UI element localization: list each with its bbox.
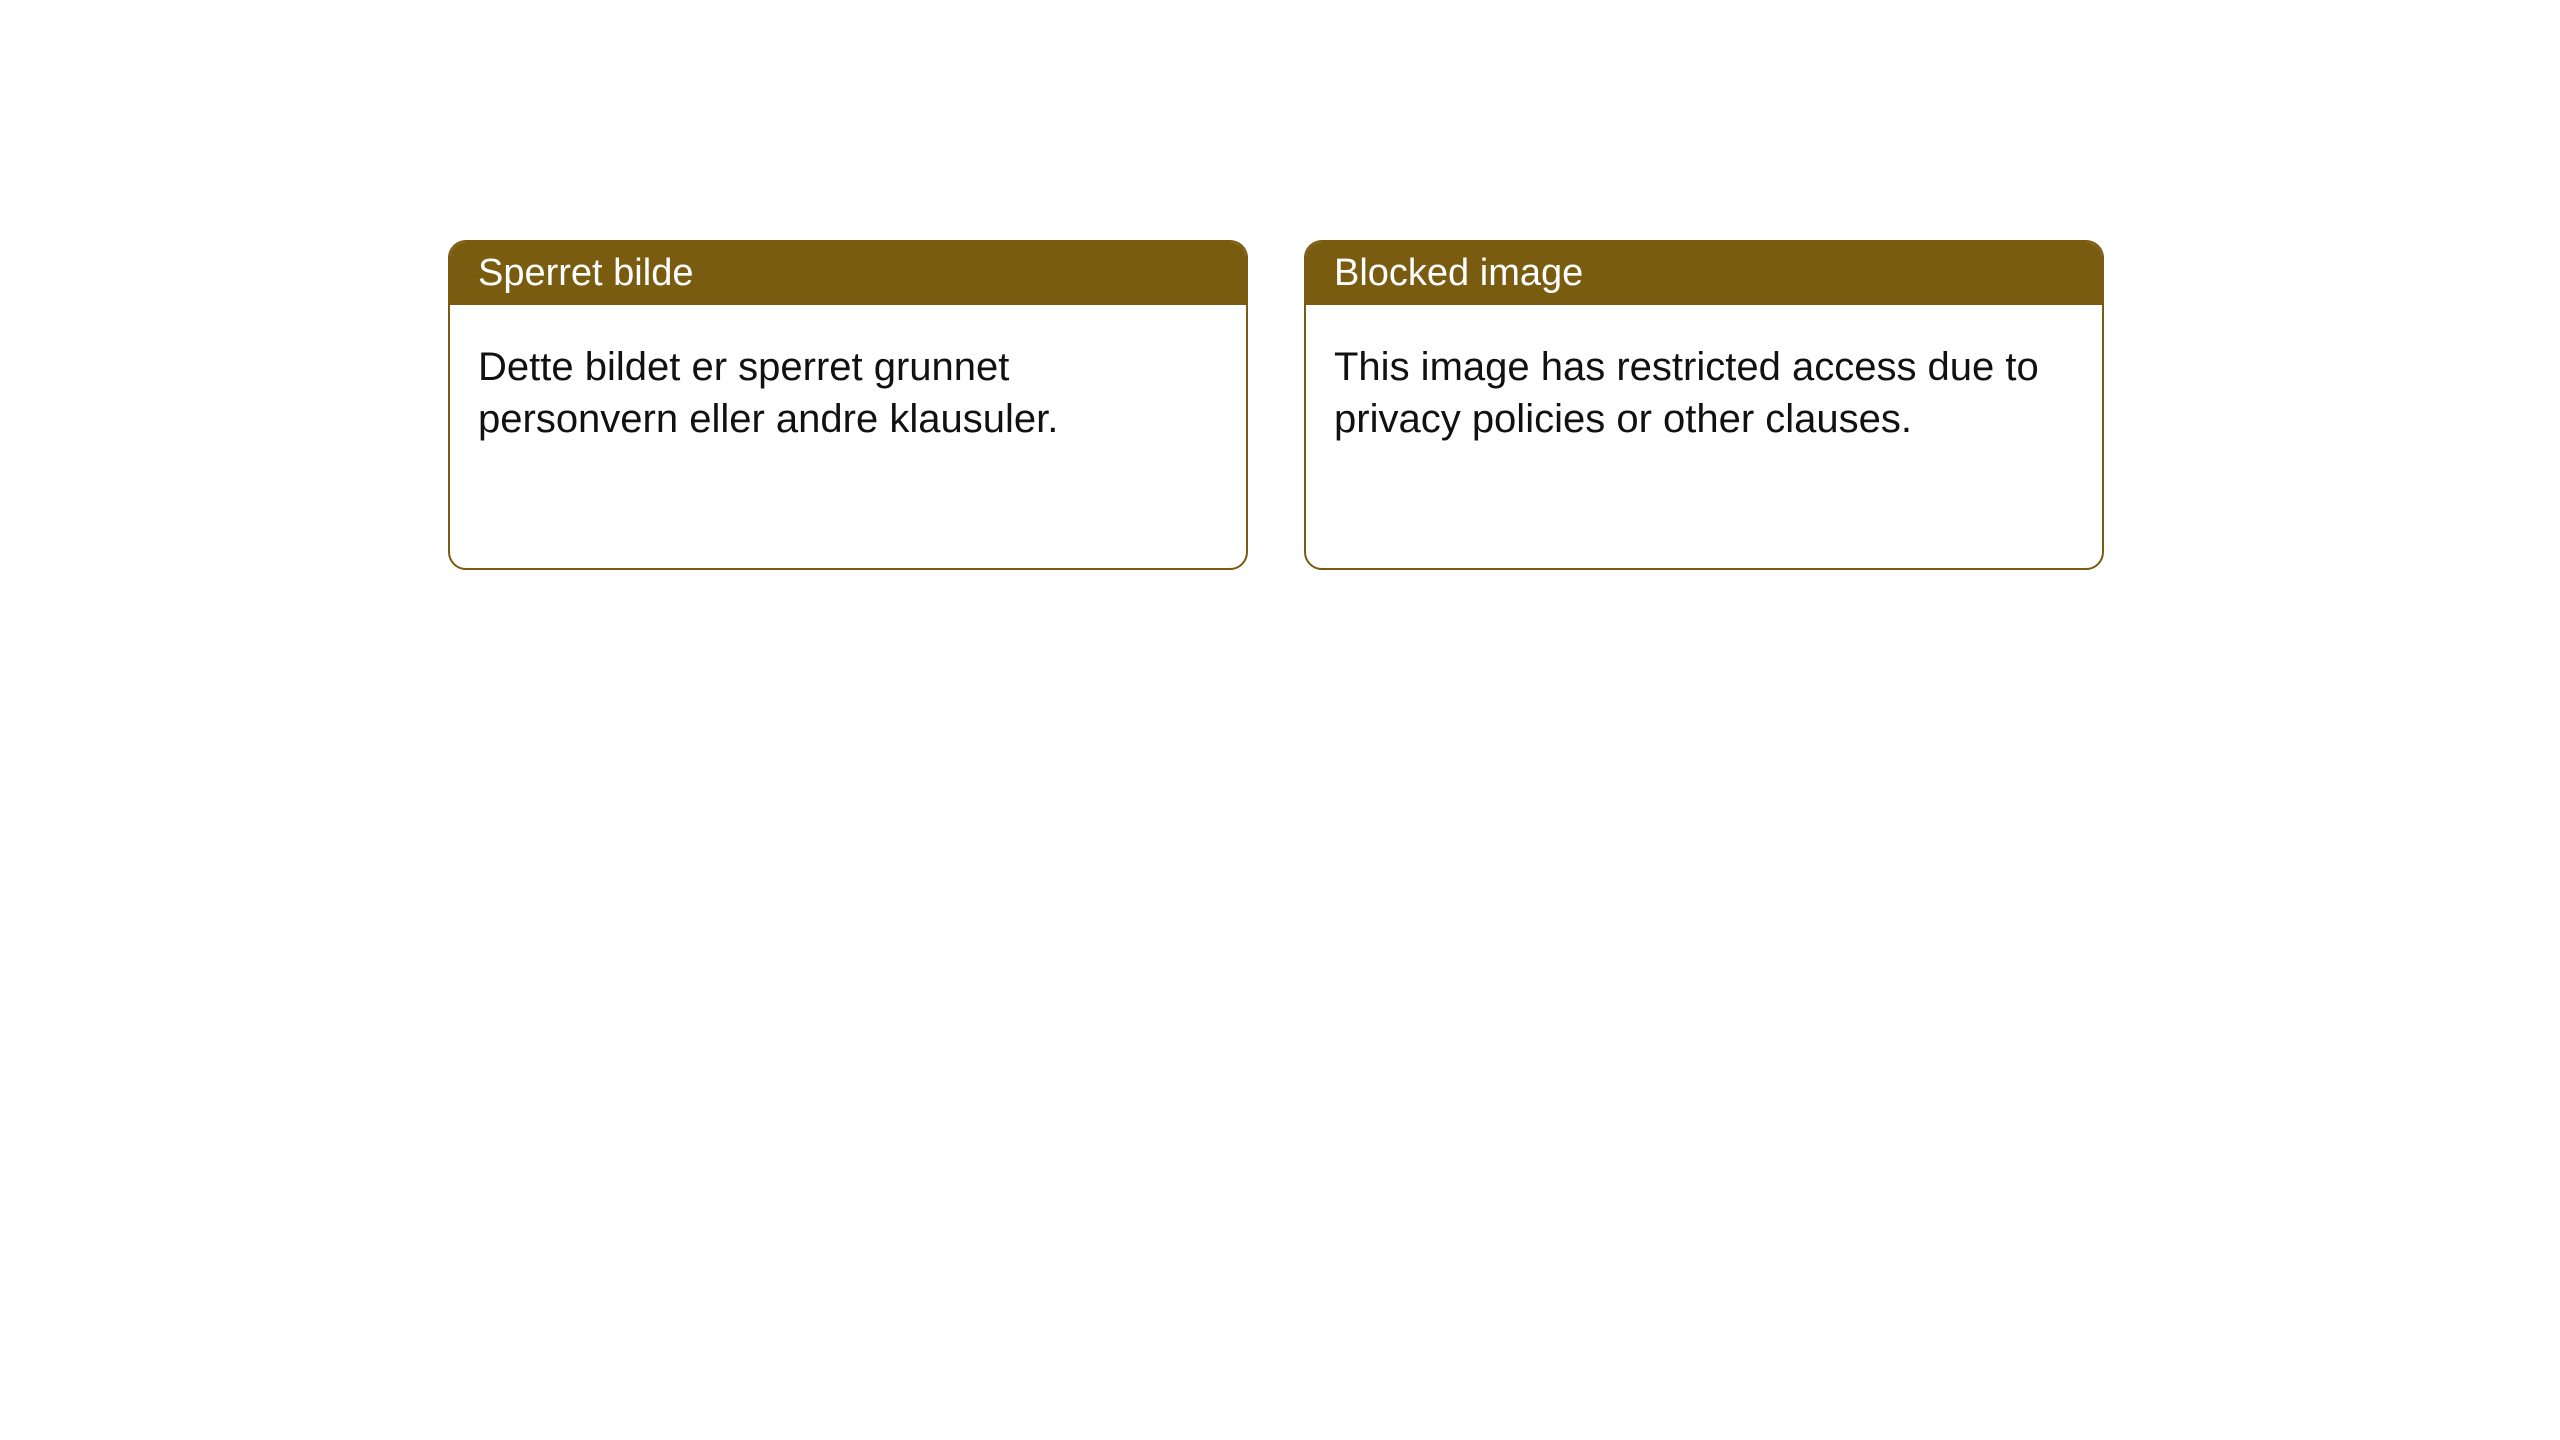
notice-card-english: Blocked image This image has restricted … [1304,240,2104,570]
notice-container: Sperret bilde Dette bildet er sperret gr… [448,240,2104,570]
notice-body: Dette bildet er sperret grunnet personve… [450,305,1246,481]
notice-header: Sperret bilde [450,242,1246,305]
notice-header: Blocked image [1306,242,2102,305]
notice-card-norwegian: Sperret bilde Dette bildet er sperret gr… [448,240,1248,570]
notice-body: This image has restricted access due to … [1306,305,2102,481]
